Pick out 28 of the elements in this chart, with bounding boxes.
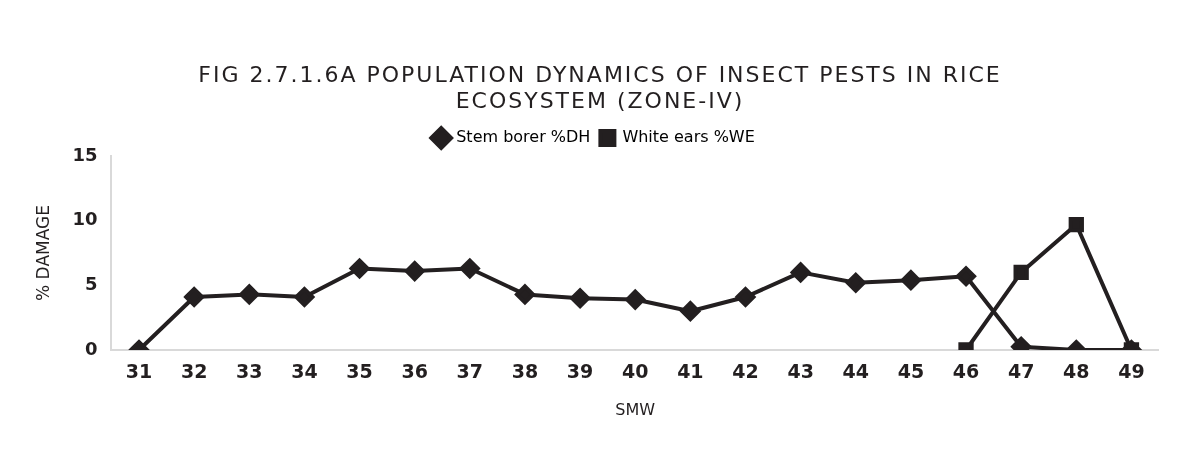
x-tick-label: 43 [787,360,814,383]
y-tick-label: 5 [84,273,98,295]
x-tick-label: 37 [456,360,484,383]
x-tick-label: 48 [1063,360,1090,383]
x-tick-label: 46 [952,360,980,383]
x-tick-label: 36 [401,360,428,383]
x-tick-label: 35 [346,360,373,383]
x-tick-label: 32 [180,360,208,383]
y-tick-label: 15 [72,143,98,165]
y-tick-label: 0 [84,337,98,359]
x-tick-label: 47 [1007,360,1035,383]
x-tick-label: 42 [732,360,759,383]
chart-title: FIG 2.7.1.6A POPULATION DYNAMICS OF INSECT PESTS IN RICE ECOSYSTEM (ZONE-IV) [197,62,1003,114]
y-tick-label: 10 [72,208,98,230]
x-tick-label: 33 [236,360,263,383]
x-tick-label: 49 [1118,360,1145,383]
x-tick-label: 39 [566,360,594,383]
x-tick-label: 40 [622,360,649,383]
x-axis-title: SMW [615,399,656,419]
legend-label: White ears %WE [622,127,755,147]
x-tick-label: 31 [125,360,153,383]
x-tick-label: 45 [897,360,925,383]
x-tick-label: 41 [677,360,704,383]
legend-label: Stem borer %DH [456,127,591,147]
y-axis-title: % DAMAGE [32,205,53,301]
x-tick-label: 44 [842,360,869,383]
x-tick-label: 34 [291,360,318,383]
x-tick-label: 38 [511,360,539,383]
